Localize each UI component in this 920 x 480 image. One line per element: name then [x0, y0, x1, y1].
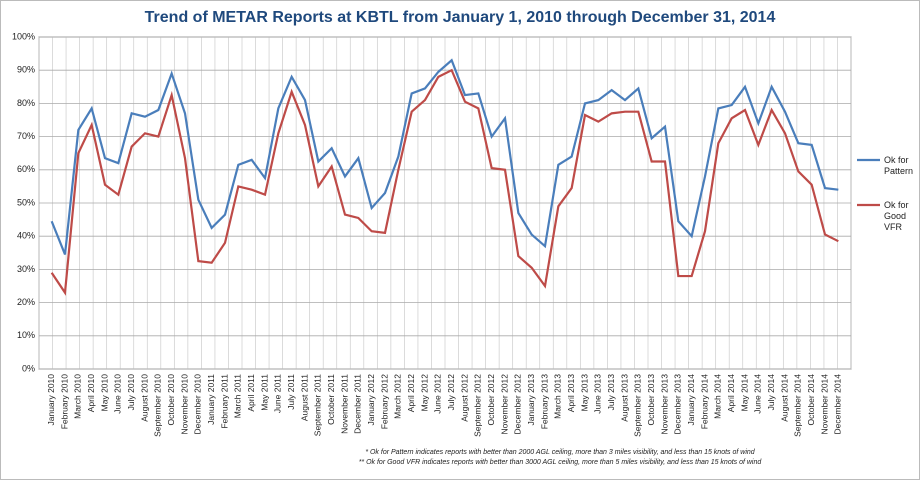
- x-tick-label: December 2014: [833, 374, 843, 435]
- x-tick-label: April 2012: [406, 374, 416, 413]
- y-tick-label: 20%: [17, 297, 35, 307]
- series-line: [50, 68, 839, 296]
- x-tick-label: December 2013: [673, 374, 683, 435]
- x-tick-label: June 2010: [113, 374, 123, 414]
- footnote: * Ok for Pattern indicates reports with …: [365, 449, 755, 456]
- x-tick-label: April 2014: [726, 374, 736, 413]
- x-tick-label: May 2014: [739, 374, 749, 412]
- x-tick-label: October 2012: [486, 374, 496, 426]
- x-tick-label: November 2014: [819, 374, 829, 435]
- x-tick-label: September 2010: [153, 374, 163, 437]
- x-tick-label: September 2011: [313, 374, 323, 436]
- x-tick-label: May 2011: [259, 374, 269, 411]
- y-tick-label: 80%: [17, 98, 35, 108]
- x-tick-label: July 2010: [126, 374, 136, 411]
- x-tick-label: October 2013: [646, 374, 656, 426]
- x-tick-label: March 2010: [73, 374, 83, 419]
- x-tick-label: April 2011: [246, 374, 256, 412]
- x-tick-label: March 2011: [233, 374, 243, 419]
- x-tick-label: April 2013: [566, 374, 576, 413]
- legend-label: Ok for Pattern: [884, 155, 914, 176]
- x-tick-label: November 2011: [339, 374, 349, 434]
- series-line: [50, 58, 839, 255]
- x-tick-label: September 2013: [633, 374, 643, 437]
- y-tick-label: 0%: [22, 363, 35, 373]
- x-tick-label: July 2012: [446, 374, 456, 411]
- x-tick-label: May 2010: [99, 374, 109, 412]
- x-tick-label: July 2014: [766, 374, 776, 411]
- x-tick-label: January 2013: [526, 374, 536, 426]
- x-tick-label: October 2010: [166, 374, 176, 426]
- x-tick-label: November 2010: [179, 374, 189, 435]
- x-tick-label: March 2012: [393, 374, 403, 419]
- legend-label: Ok for Good VFR: [884, 200, 909, 232]
- footnote: ** Ok for Good VFR indicates reports wit…: [359, 459, 763, 466]
- x-tick-label: October 2014: [806, 374, 816, 426]
- y-tick-label: 90%: [17, 65, 35, 75]
- y-tick-label: 10%: [17, 330, 35, 340]
- x-tick-label: March 2013: [553, 374, 563, 419]
- x-tick-label: August 2013: [619, 374, 629, 422]
- x-tick-label: August 2010: [139, 374, 149, 422]
- x-tick-label: January 2012: [366, 374, 376, 426]
- y-tick-label: 30%: [17, 264, 35, 274]
- y-tick-label: 40%: [17, 231, 35, 241]
- x-tick-label: February 2013: [539, 374, 549, 430]
- x-tick-label: November 2013: [659, 374, 669, 435]
- y-tick-label: 60%: [17, 164, 35, 174]
- x-tick-label: July 2011: [286, 374, 296, 410]
- x-tick-label: February 2010: [59, 374, 69, 430]
- x-tick-label: July 2013: [606, 374, 616, 411]
- y-tick-label: 70%: [17, 131, 35, 141]
- x-tick-label: August 2011: [299, 374, 309, 421]
- x-tick-label: May 2013: [579, 374, 589, 412]
- x-tick-label: June 2014: [753, 374, 763, 414]
- x-tick-label: February 2012: [379, 374, 389, 430]
- chart-title: Trend of METAR Reports at KBTL from Janu…: [145, 9, 776, 26]
- y-tick-label: 100%: [12, 31, 35, 41]
- x-tick-label: December 2012: [513, 374, 523, 435]
- x-tick-label: December 2011: [353, 374, 363, 434]
- x-tick-label: January 2014: [686, 374, 696, 426]
- x-tick-label: February 2011: [219, 374, 229, 429]
- x-tick-label: October 2011: [326, 374, 336, 425]
- x-tick-label: May 2012: [419, 374, 429, 412]
- x-tick-label: June 2011: [273, 374, 283, 413]
- x-tick-label: March 2014: [713, 374, 723, 419]
- x-tick-label: September 2012: [473, 374, 483, 437]
- x-tick-label: December 2010: [193, 374, 203, 435]
- x-tick-label: August 2014: [779, 374, 789, 422]
- x-tick-label: April 2010: [86, 374, 96, 413]
- y-tick-label: 50%: [17, 197, 35, 207]
- x-tick-label: June 2012: [433, 374, 443, 414]
- x-tick-label: February 2014: [699, 374, 709, 430]
- x-tick-label: August 2012: [459, 374, 469, 422]
- x-tick-label: January 2011: [206, 374, 216, 425]
- x-tick-label: June 2013: [593, 374, 603, 414]
- x-tick-label: November 2012: [499, 374, 509, 435]
- x-tick-label: September 2014: [793, 374, 803, 437]
- x-tick-label: January 2010: [46, 374, 56, 426]
